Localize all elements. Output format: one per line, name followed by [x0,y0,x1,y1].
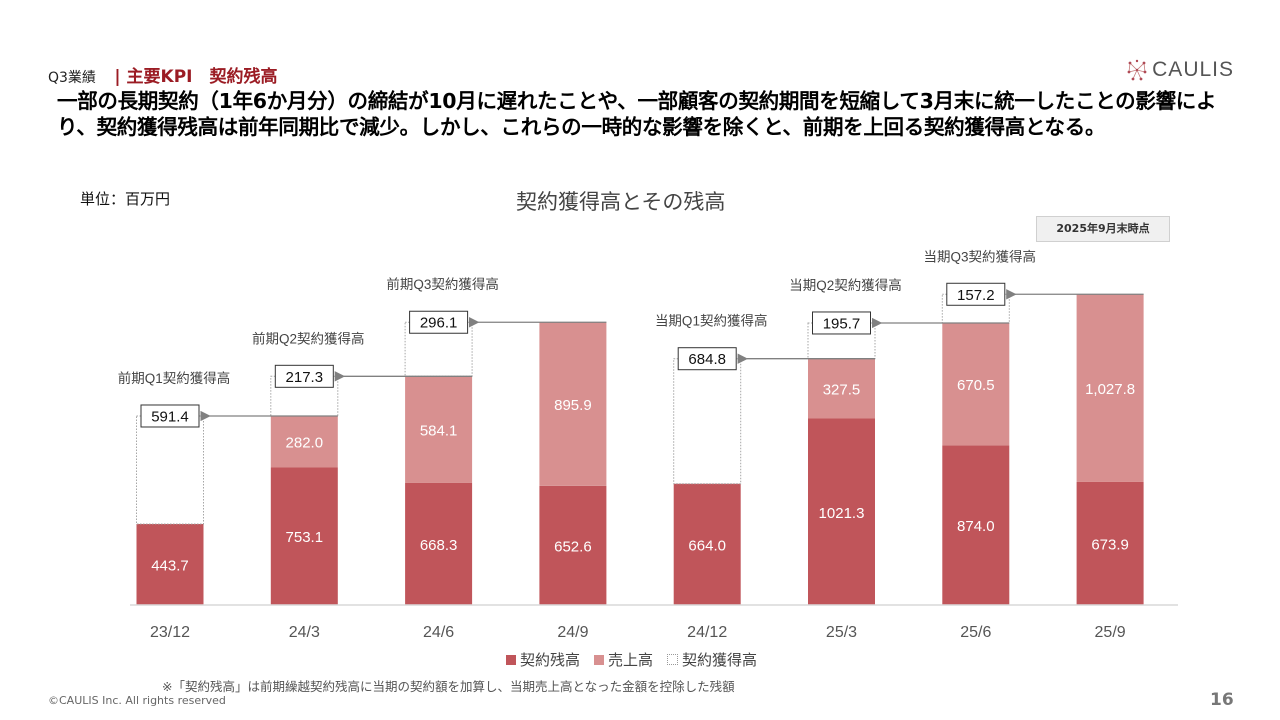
logo-network-icon [1127,59,1147,81]
bar-contract-balance [539,485,607,605]
acquisition-label-box [812,311,871,335]
data-label-sales: 327.5 [823,382,861,399]
data-label-acquisition: 591.4 [151,408,189,425]
x-tick-label: 23/12 [150,624,190,641]
legend-label: 売上高 [608,651,654,669]
data-label-sales: 584.1 [420,423,458,440]
acquisition-label-box [946,282,1006,306]
acquisition-label-box [274,364,334,388]
x-tick-label: 24/3 [289,624,320,641]
data-label-sales: 282.0 [286,435,324,452]
bar-contract-balance [270,467,338,605]
data-label-contract-balance: 874.0 [957,518,995,535]
copyright: ©CAULIS Inc. All rights reserved [48,694,226,707]
acquisition-label-box [140,404,200,428]
legend-label: 契約獲得高 [682,651,758,669]
data-label-contract-balance: 668.3 [420,537,458,554]
bar-contract-balance [136,523,204,605]
annotation-label: 当期Q2契約獲得高 [789,277,902,293]
bar-sales [808,358,875,419]
x-tick-label: 25/9 [1095,624,1126,641]
data-label-contract-balance: 753.1 [286,529,324,546]
bar-contract-balance [942,445,1010,605]
page-number: 16 [1210,690,1234,710]
legend-item-acquisition: 契約獲得高 [667,649,757,670]
x-tick-label: 25/6 [960,624,991,641]
chart-legend: 契約残高 売上高 契約獲得高 [506,649,757,670]
legend-item-contract-balance: 契約残高 [506,649,580,670]
data-label-acquisition: 195.7 [823,315,861,332]
x-tick-label: 24/6 [423,624,454,641]
acquisition-label-box [409,310,469,334]
footnote: ※「契約残高」は前期繰越契約残高に当期の契約額を加算し、当期売上高となった金額を… [162,679,735,694]
headline: 一部の長期契約（1年6か月分）の締結が10月に遅れたことや、一部顧客の契約期間を… [57,89,1217,139]
data-label-contract-balance: 443.7 [151,557,189,574]
legend-item-sales: 売上高 [594,649,653,670]
section-label: Q3業績 [48,70,96,86]
bar-sales [270,415,338,468]
logo-text: CAULIS [1152,58,1234,81]
unit-label: 単位：百万円 [80,190,171,208]
bar-sales [405,376,473,483]
annotation-label: 当期Q3契約獲得高 [924,248,1037,264]
data-label-acquisition: 157.2 [957,287,995,304]
data-label-contract-balance: 673.9 [1091,536,1129,553]
x-tick-label: 24/12 [687,624,727,641]
bar-contract-balance [673,483,741,605]
bar-contract-balance [405,482,473,605]
chart-title: 契約獲得高とその残高 [516,190,726,214]
data-label-contract-balance: 1021.3 [819,505,865,522]
annotation-label: 前期Q2契約獲得高 [252,330,365,346]
bar-sales [942,322,1010,446]
legend-label: 契約残高 [520,651,581,669]
annotation-label: 前期Q1契約獲得高 [118,370,231,386]
x-tick-label: 24/9 [557,624,588,641]
bar-acquisition [136,415,204,525]
data-label-acquisition: 217.3 [286,369,324,386]
bar-contract-balance [808,418,875,605]
annotation-label: 当期Q1契約獲得高 [655,313,768,329]
data-label-acquisition: 684.8 [688,351,726,368]
company-logo: CAULIS [1126,58,1234,82]
legend-swatch-sales [594,654,605,665]
legend-swatch-acquisition [667,654,679,665]
bar-contract-balance [1076,481,1144,605]
acquisition-label-box [677,347,737,371]
section-header: Q3業績 | 主要KPI 契約残高 [48,62,277,87]
bar-acquisition [673,358,742,485]
legend-swatch-contract-balance [506,654,516,665]
data-label-acquisition: 296.1 [420,315,458,332]
x-tick-label: 25/3 [826,624,857,641]
annotation-label: 前期Q3契約獲得高 [386,276,499,292]
data-label-sales: 670.5 [957,377,995,394]
bar-sales [539,322,607,486]
data-label-sales: 895.9 [554,397,592,414]
data-label-sales: 1,027.8 [1085,381,1135,398]
bar-sales [1076,294,1144,482]
as-of-badge: 2025年9月末時点 [1036,216,1170,242]
data-label-contract-balance: 664.0 [688,537,726,554]
kpi-title: | 主要KPI 契約残高 [114,67,278,87]
data-label-contract-balance: 652.6 [554,538,592,555]
